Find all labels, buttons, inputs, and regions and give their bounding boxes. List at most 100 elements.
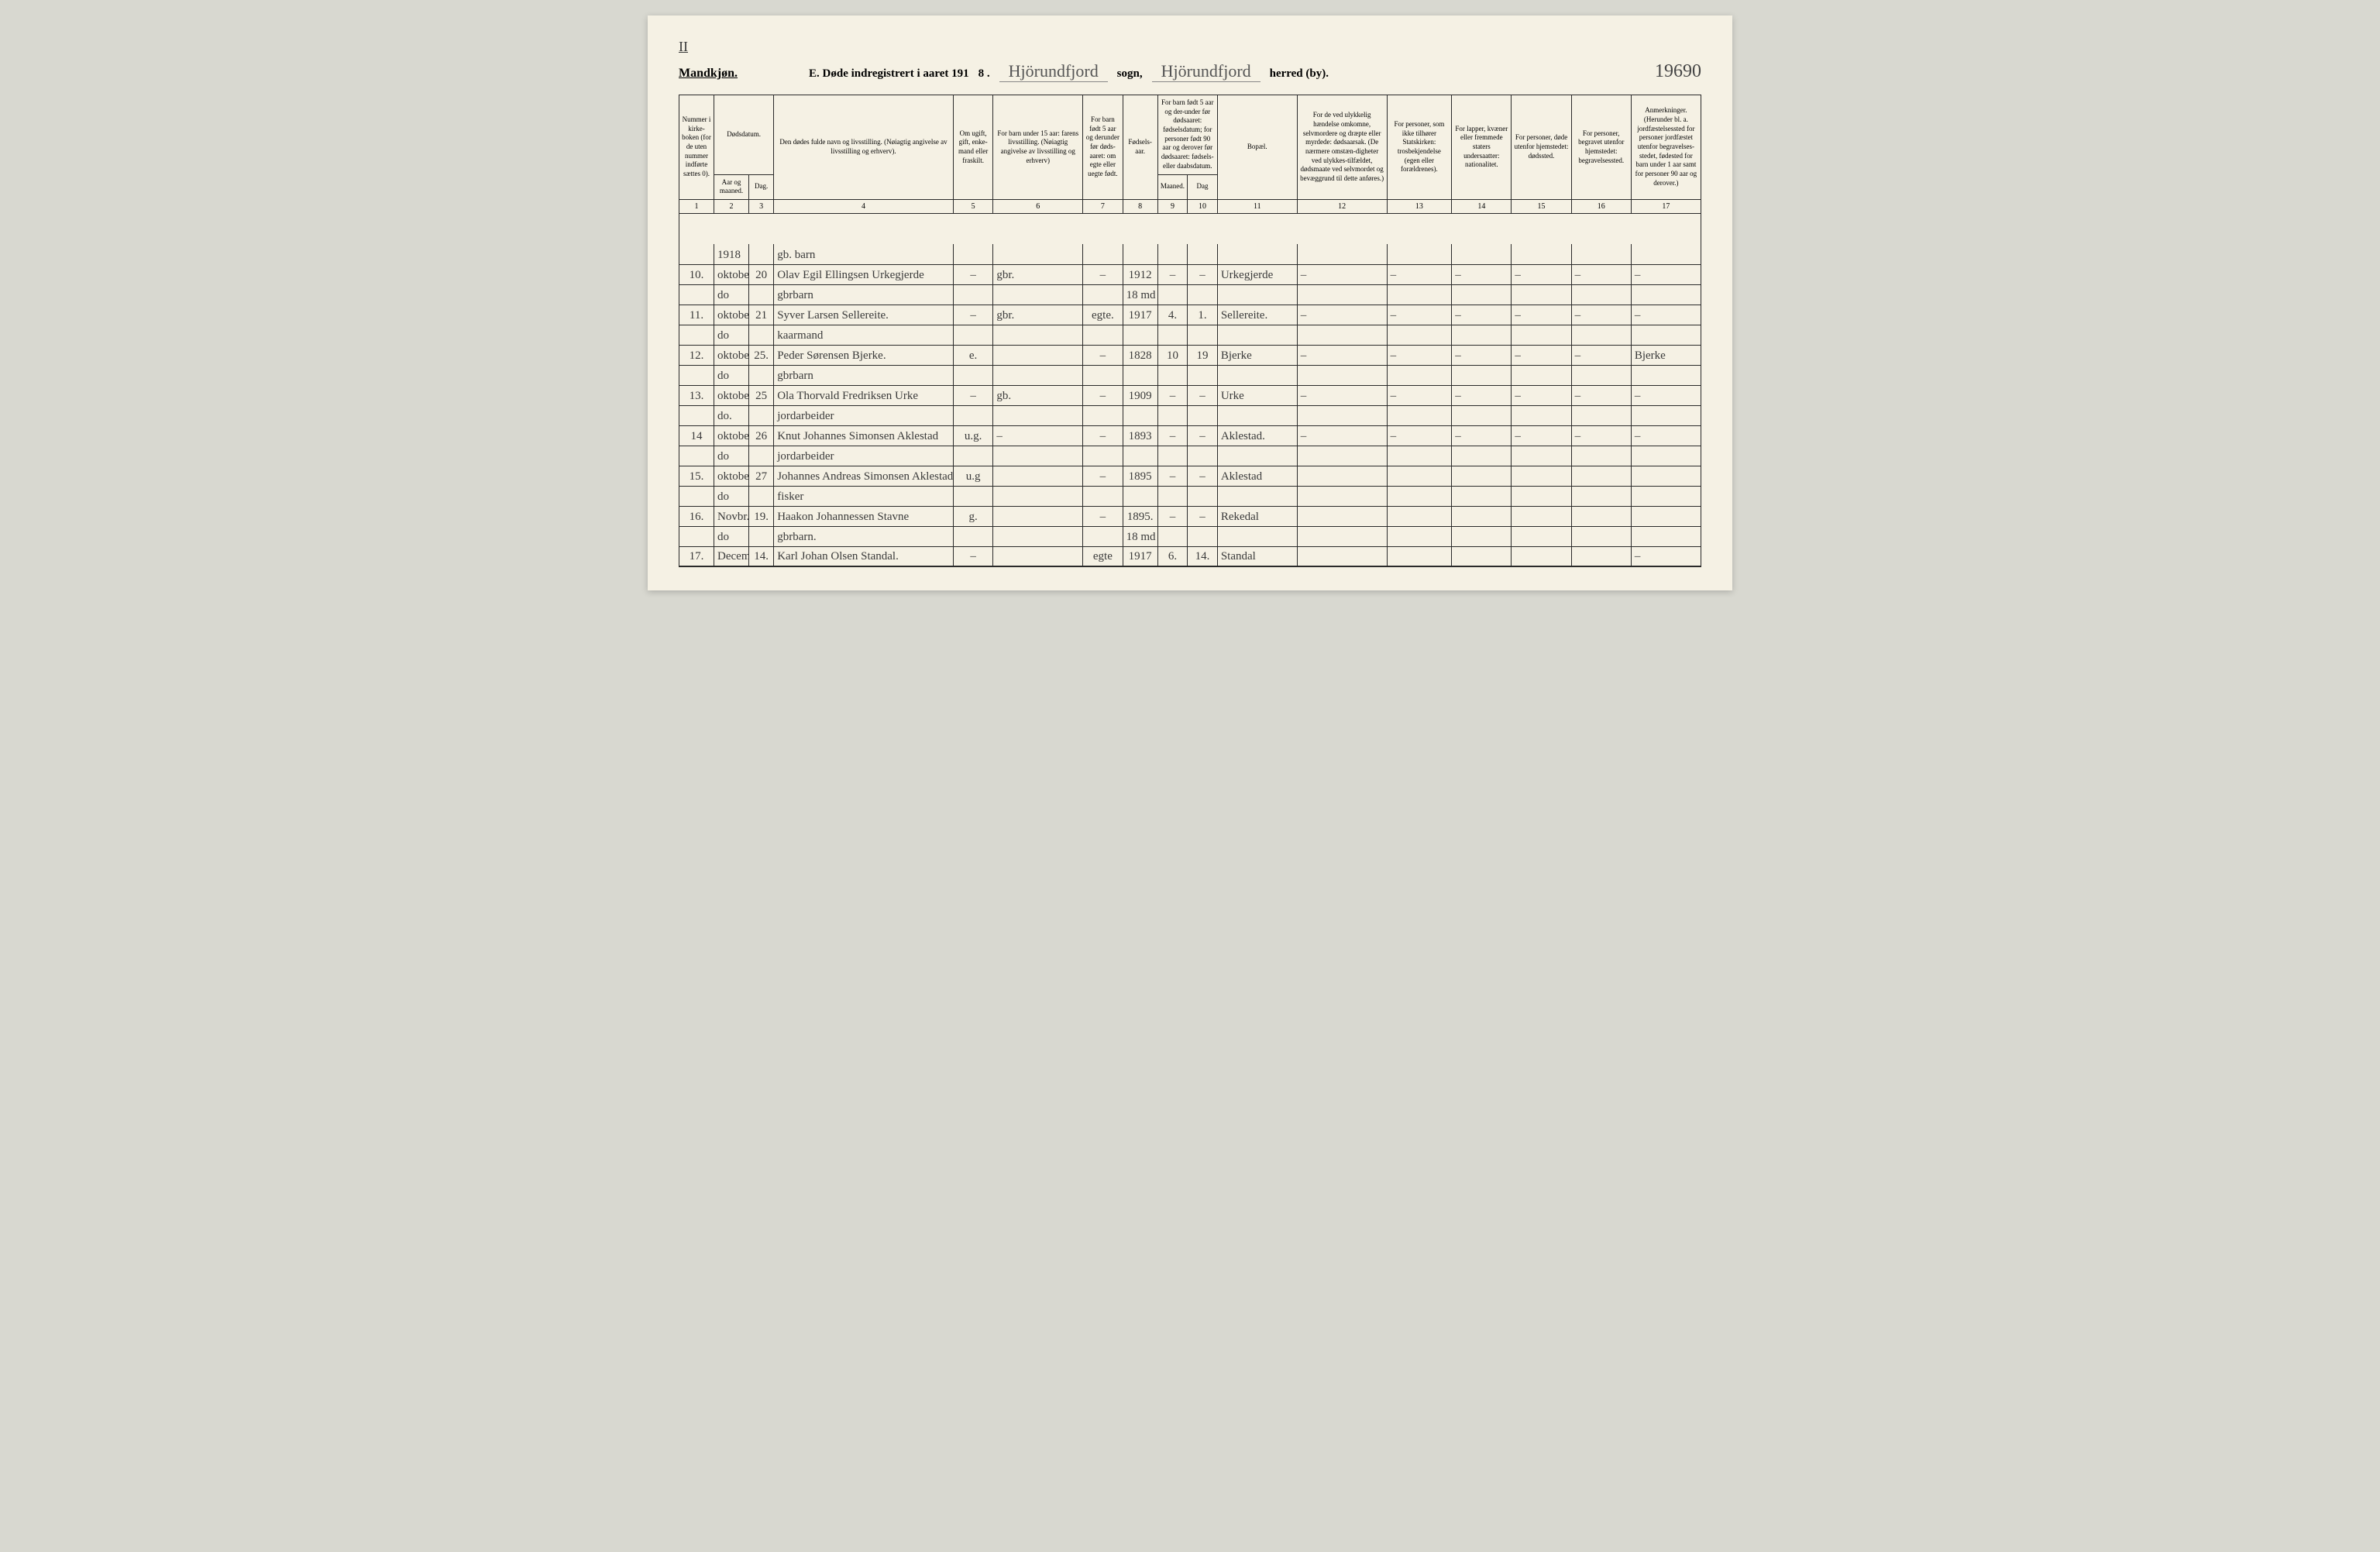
cell: – bbox=[1631, 385, 1701, 405]
table-row: 10.oktober20Olav Egil Ellingsen Urkegjer… bbox=[679, 264, 1701, 284]
cell bbox=[1452, 446, 1512, 466]
ledger-page: II Mandkjøn. E. Døde indregistrert i aar… bbox=[648, 15, 1732, 590]
cell bbox=[1188, 526, 1218, 546]
cell: Urke bbox=[1217, 385, 1297, 405]
cell bbox=[1631, 284, 1701, 305]
cell bbox=[1631, 526, 1701, 546]
cell bbox=[1452, 506, 1512, 526]
col-num: 10 bbox=[1188, 199, 1218, 213]
cell: do bbox=[714, 486, 749, 506]
table-row: 17.December14.Karl Johan Olsen Standal.–… bbox=[679, 546, 1701, 566]
page-number: 19690 bbox=[1655, 61, 1701, 82]
page-header: Mandkjøn. E. Døde indregistrert i aaret … bbox=[679, 61, 1701, 82]
cell bbox=[1571, 506, 1631, 526]
cell bbox=[749, 446, 774, 466]
cell: – bbox=[1188, 425, 1218, 446]
cell: 15. bbox=[679, 466, 714, 486]
cell: do bbox=[714, 446, 749, 466]
cell: 26 bbox=[749, 425, 774, 446]
col-num: 5 bbox=[953, 199, 992, 213]
cell: 14. bbox=[1188, 546, 1218, 566]
cell bbox=[1188, 284, 1218, 305]
cell: – bbox=[1452, 385, 1512, 405]
cell: Syver Larsen Sellereite. bbox=[774, 305, 954, 325]
cell: – bbox=[1157, 466, 1188, 486]
cell bbox=[1452, 365, 1512, 385]
cell bbox=[1571, 526, 1631, 546]
cell: – bbox=[1188, 385, 1218, 405]
cell: egte bbox=[1083, 546, 1123, 566]
cell: – bbox=[1083, 425, 1123, 446]
cell bbox=[1297, 405, 1387, 425]
cell bbox=[1157, 446, 1188, 466]
cell: 18 md bbox=[1123, 526, 1157, 546]
cell: gb. bbox=[993, 385, 1083, 405]
cell: – bbox=[1157, 506, 1188, 526]
cell: egte. bbox=[1083, 305, 1123, 325]
cell: – bbox=[1452, 264, 1512, 284]
cell: Bjerke bbox=[1217, 345, 1297, 365]
parish-name: Hjörundfjord bbox=[999, 61, 1108, 82]
cell bbox=[953, 284, 992, 305]
cell: 11. bbox=[679, 305, 714, 325]
cell bbox=[679, 284, 714, 305]
cell: – bbox=[1631, 305, 1701, 325]
cell bbox=[1452, 284, 1512, 305]
top-marks: II bbox=[679, 39, 1701, 55]
cell: 1828 bbox=[1123, 345, 1157, 365]
col-num: 8 bbox=[1123, 199, 1157, 213]
cell bbox=[1157, 244, 1188, 264]
cell: Olav Egil Ellingsen Urkegjerde bbox=[774, 264, 954, 284]
cell: – bbox=[1571, 385, 1631, 405]
cell bbox=[679, 446, 714, 466]
cell: – bbox=[1188, 466, 1218, 486]
cell: Novbr. bbox=[714, 506, 749, 526]
cell: – bbox=[1631, 425, 1701, 446]
cell: gbrbarn bbox=[774, 284, 954, 305]
cell: kaarmand bbox=[774, 325, 954, 345]
cell bbox=[1123, 405, 1157, 425]
cell: Haakon Johannessen Stavne bbox=[774, 506, 954, 526]
cell bbox=[993, 506, 1083, 526]
table-row: 12.oktober25.Peder Sørensen Bjerke.e.–18… bbox=[679, 345, 1701, 365]
col-header: For barn under 15 aar: farens livsstilli… bbox=[993, 95, 1083, 200]
col-num: 11 bbox=[1217, 199, 1297, 213]
cell bbox=[1297, 325, 1387, 345]
cell bbox=[1387, 526, 1452, 546]
cell: 27 bbox=[749, 466, 774, 486]
cell bbox=[953, 365, 992, 385]
cell bbox=[993, 526, 1083, 546]
cell: 1. bbox=[1188, 305, 1218, 325]
cell bbox=[1387, 466, 1452, 486]
cell: Ola Thorvald Fredriksen Urke bbox=[774, 385, 954, 405]
herred-label: herred (by). bbox=[1270, 67, 1329, 81]
cell bbox=[993, 345, 1083, 365]
cell: do bbox=[714, 526, 749, 546]
sogn-label: sogn, bbox=[1117, 67, 1143, 81]
cell: – bbox=[1512, 345, 1571, 365]
col-num: 12 bbox=[1297, 199, 1387, 213]
cell bbox=[1452, 546, 1512, 566]
cell: – bbox=[993, 425, 1083, 446]
cell bbox=[1512, 244, 1571, 264]
cell bbox=[1123, 446, 1157, 466]
cell bbox=[1083, 365, 1123, 385]
cell: Karl Johan Olsen Standal. bbox=[774, 546, 954, 566]
cell bbox=[1123, 244, 1157, 264]
cell: – bbox=[1512, 264, 1571, 284]
cell bbox=[1452, 466, 1512, 486]
cell: – bbox=[1157, 264, 1188, 284]
cell bbox=[953, 486, 992, 506]
cell: – bbox=[1452, 305, 1512, 325]
cell bbox=[1571, 325, 1631, 345]
cell bbox=[1631, 446, 1701, 466]
col-num: 7 bbox=[1083, 199, 1123, 213]
cell bbox=[1157, 405, 1188, 425]
cell: 10. bbox=[679, 264, 714, 284]
col-header: For personer, døde utenfor hjemstedet: d… bbox=[1512, 95, 1571, 200]
cell bbox=[1217, 284, 1297, 305]
cell: 1918 bbox=[714, 244, 749, 264]
cell bbox=[679, 486, 714, 506]
cell bbox=[1083, 405, 1123, 425]
cell bbox=[1297, 244, 1387, 264]
